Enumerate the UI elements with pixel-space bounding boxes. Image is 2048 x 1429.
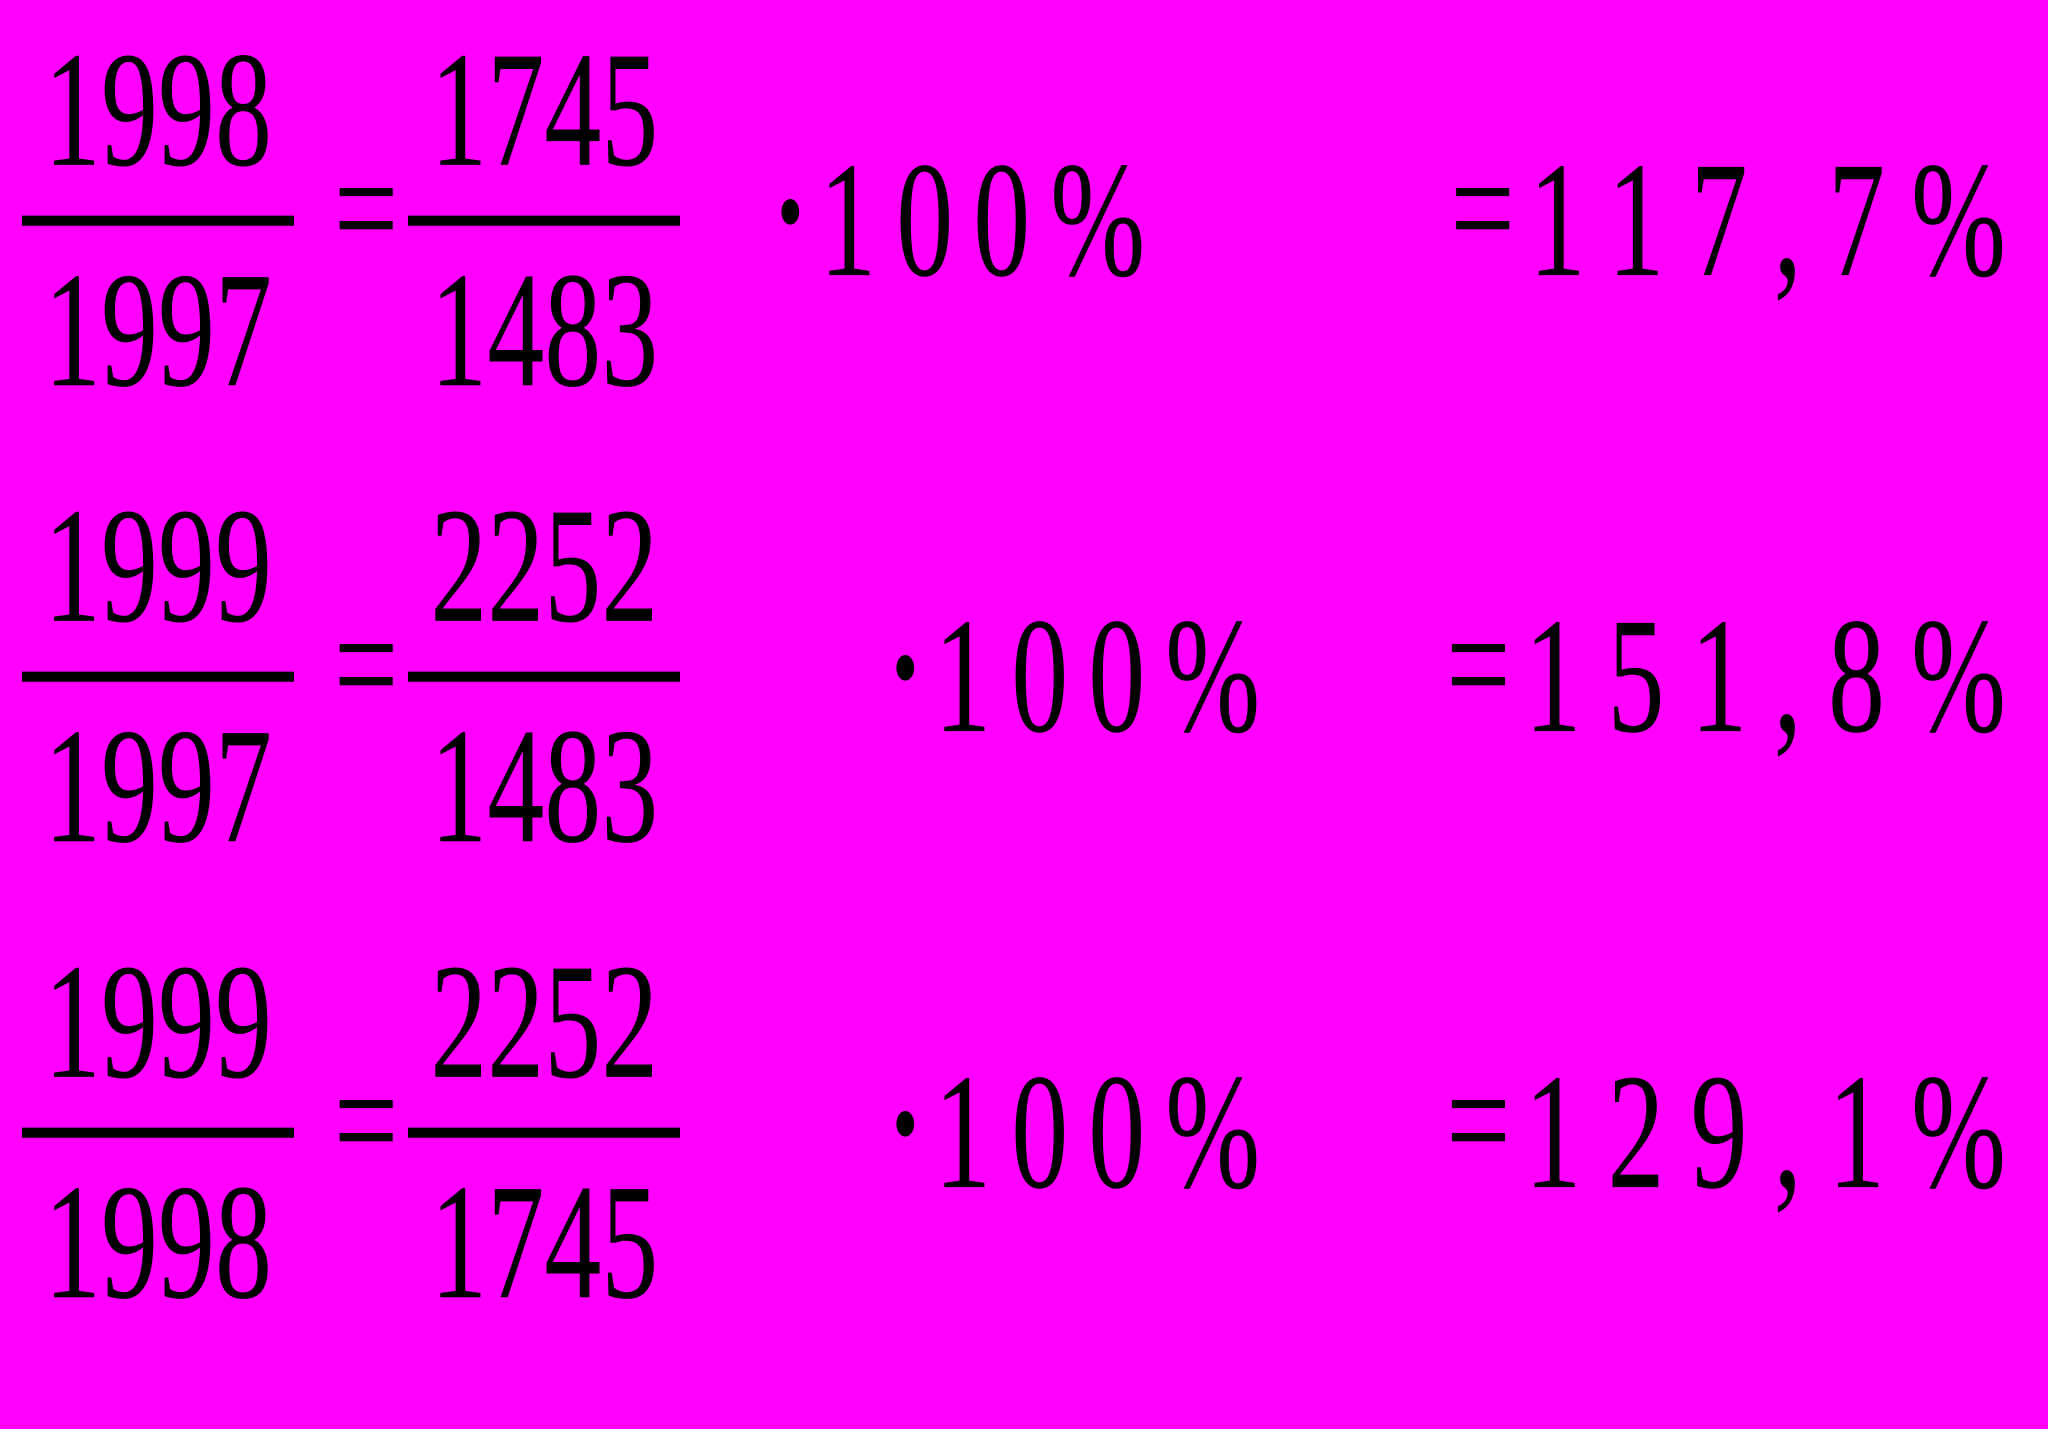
equation-row-3: 1999 1998 = 2252 1745 · 100% = 129,1% — [22, 835, 2032, 1429]
multiply-dot: · — [880, 1002, 931, 1243]
equals-sign: = — [334, 571, 399, 756]
fraction-rhs: 2252 1483 — [408, 481, 681, 877]
fraction-denominator: 1997 — [44, 692, 272, 877]
fraction-numerator: 2252 — [408, 937, 681, 1138]
equals-sign: = — [334, 115, 399, 300]
result-value: 129,1% — [1524, 1038, 2032, 1224]
fraction-denominator: 1745 — [430, 1148, 659, 1333]
fraction-numerator: 1999 — [22, 481, 294, 682]
multiply-dot: · — [880, 546, 931, 787]
factor-100-percent: 100% — [934, 1038, 1281, 1224]
fraction-denominator: 1483 — [430, 236, 659, 421]
equals-sign: = — [1450, 115, 1515, 300]
fraction-denominator: 1483 — [430, 692, 659, 877]
equation-row-2: 1999 1997 = 2252 1483 · 100% = 151,8% — [22, 379, 2032, 974]
fraction-numerator: 1999 — [22, 937, 294, 1138]
fraction-denominator: 1998 — [44, 1148, 272, 1333]
equals-sign: = — [1446, 1027, 1511, 1212]
equation-row-1: 1998 1997 = 1745 1483 · 100% = 117,7% — [22, 0, 2032, 517]
equals-sign: = — [1446, 571, 1511, 756]
factor-100-percent: 100% — [934, 582, 1281, 768]
fraction-lhs: 1999 1998 — [22, 937, 294, 1333]
multiply-dot: · — [765, 90, 816, 331]
result-value: 151,8% — [1524, 582, 2032, 768]
result-value: 117,7% — [1528, 126, 2032, 312]
fraction-numerator: 1745 — [408, 25, 681, 226]
fraction-numerator: 1998 — [22, 25, 294, 226]
equations-page: 1998 1997 = 1745 1483 · 100% = 117,7% 19… — [22, 0, 2032, 1325]
factor-100-percent: 100% — [819, 126, 1166, 312]
fraction-rhs: 2252 1745 — [408, 937, 681, 1333]
fraction-numerator: 2252 — [408, 481, 681, 682]
fraction-lhs: 1999 1997 — [22, 481, 294, 877]
fraction-denominator: 1997 — [44, 236, 272, 421]
fraction-lhs: 1998 1997 — [22, 25, 294, 421]
equals-sign: = — [334, 1027, 399, 1212]
fraction-rhs: 1745 1483 — [408, 25, 681, 421]
